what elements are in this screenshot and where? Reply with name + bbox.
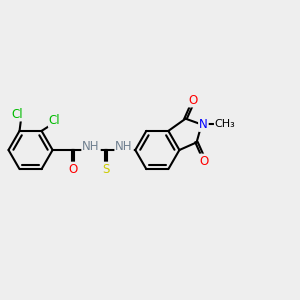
Text: S: S <box>102 163 110 176</box>
Text: N: N <box>199 118 208 131</box>
Text: Cl: Cl <box>12 107 23 121</box>
Text: O: O <box>189 94 198 106</box>
Text: NH: NH <box>82 140 100 153</box>
Text: O: O <box>200 154 209 167</box>
Text: NH: NH <box>115 140 133 153</box>
Text: Cl: Cl <box>49 114 60 127</box>
Text: O: O <box>68 163 77 176</box>
Text: CH₃: CH₃ <box>215 119 236 130</box>
